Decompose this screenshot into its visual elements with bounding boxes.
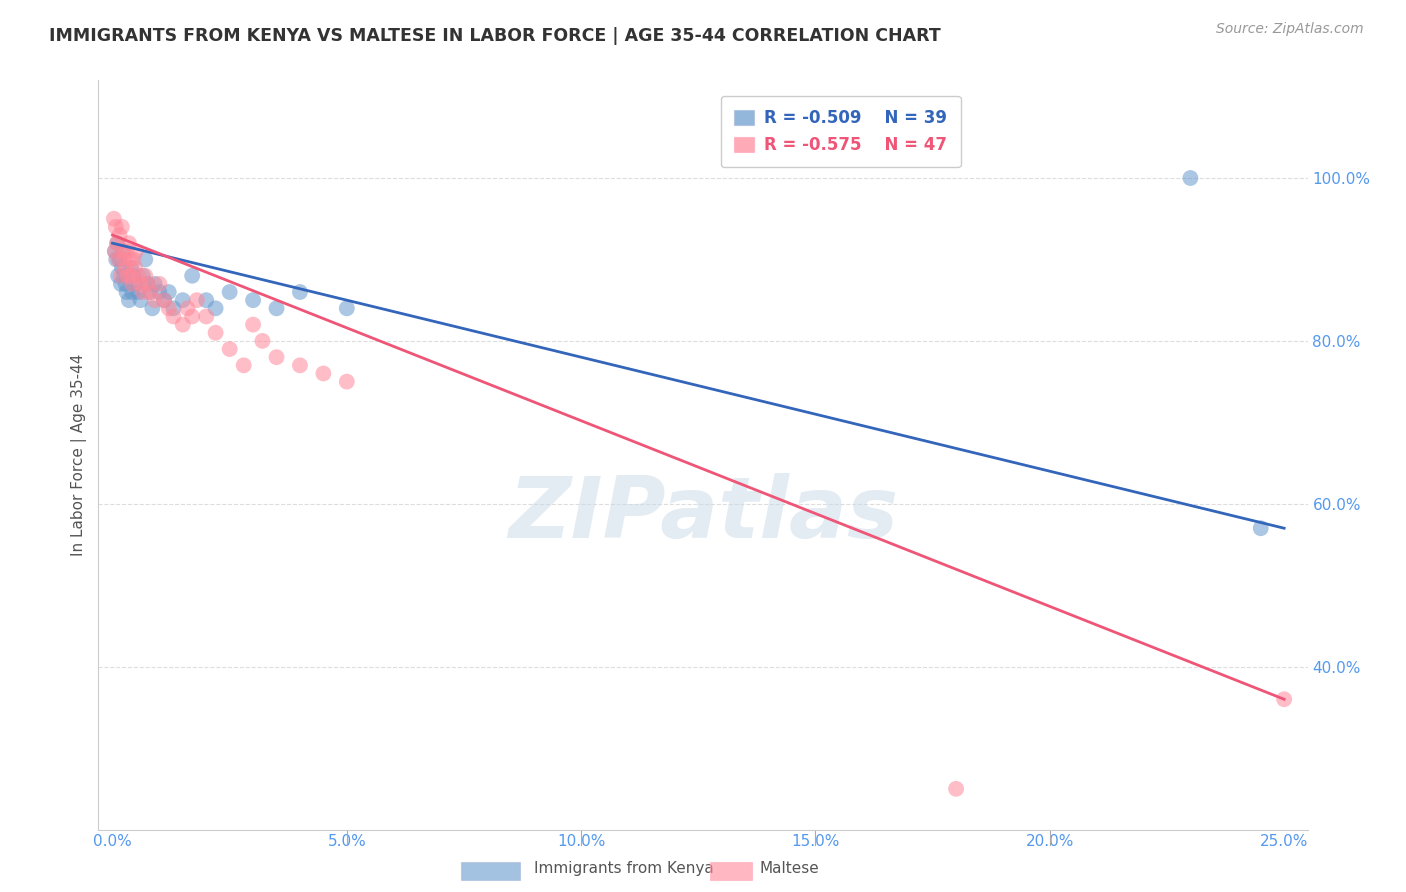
Point (143, 293, 166, 308)
Point (134, 268, 156, 283)
Point (121, 277, 143, 291)
Text: Source: ZipAtlas.com: Source: ZipAtlas.com (1216, 22, 1364, 37)
Point (134, 252, 156, 267)
Point (141, 301, 163, 316)
Point (118, 293, 141, 308)
Point (136, 277, 159, 291)
Point (103, 211, 125, 226)
Point (157, 301, 180, 316)
Point (122, 268, 145, 283)
Point (104, 244, 127, 259)
Legend: R = -0.509    N = 39, R = -0.575    N = 47: R = -0.509 N = 39, R = -0.575 N = 47 (721, 96, 960, 167)
Point (336, 301, 359, 316)
Point (181, 268, 204, 283)
Point (111, 244, 134, 259)
Point (124, 260, 146, 275)
Point (232, 359, 254, 373)
Point (312, 367, 335, 381)
Point (218, 285, 240, 299)
Point (129, 293, 152, 308)
Point (122, 252, 145, 267)
Point (120, 252, 142, 267)
Point (143, 277, 166, 291)
Text: Immigrants from Kenya: Immigrants from Kenya (534, 862, 714, 876)
Point (252, 334, 274, 348)
Point (945, 781, 967, 796)
Point (127, 285, 149, 299)
Point (107, 268, 129, 283)
Point (125, 277, 148, 291)
Point (105, 236, 128, 251)
Point (104, 244, 127, 259)
Point (1272, 692, 1295, 706)
Point (195, 310, 218, 324)
Point (204, 326, 226, 340)
Point (114, 260, 136, 275)
Point (148, 277, 170, 291)
Point (125, 244, 148, 259)
Point (127, 268, 149, 283)
Point (204, 301, 226, 316)
Point (266, 301, 288, 316)
Point (139, 285, 162, 299)
Point (139, 285, 162, 299)
Point (153, 293, 176, 308)
Point (108, 252, 131, 267)
Point (129, 277, 152, 291)
Point (172, 293, 194, 308)
Point (186, 293, 208, 308)
Point (218, 342, 240, 356)
Point (153, 293, 176, 308)
Point (148, 285, 170, 299)
Text: ZIPatlas: ZIPatlas (508, 474, 898, 557)
Point (115, 244, 138, 259)
Text: IMMIGRANTS FROM KENYA VS MALTESE IN LABOR FORCE | AGE 35-44 CORRELATION CHART: IMMIGRANTS FROM KENYA VS MALTESE IN LABO… (49, 27, 941, 45)
Point (107, 252, 129, 267)
Point (111, 219, 134, 234)
Point (110, 268, 132, 283)
Point (1250, 521, 1272, 535)
Point (105, 236, 128, 251)
Point (162, 310, 184, 324)
Y-axis label: In Labor Force | Age 35-44: In Labor Force | Age 35-44 (72, 354, 87, 556)
Point (157, 285, 180, 299)
Point (118, 236, 141, 251)
Point (181, 310, 204, 324)
Point (112, 252, 135, 267)
Point (132, 285, 155, 299)
Point (242, 293, 264, 308)
Point (104, 219, 127, 234)
Point (162, 301, 184, 316)
Point (132, 268, 155, 283)
Point (136, 277, 159, 291)
Point (1180, 171, 1202, 186)
Point (117, 268, 139, 283)
Point (105, 252, 128, 267)
Point (110, 277, 132, 291)
Point (120, 260, 142, 275)
Point (120, 268, 142, 283)
Point (111, 244, 134, 259)
Point (288, 285, 311, 299)
Point (172, 318, 194, 332)
Point (111, 260, 134, 275)
Point (266, 350, 288, 364)
Point (288, 359, 311, 373)
Point (336, 375, 359, 389)
Text: Maltese: Maltese (759, 862, 818, 876)
Point (112, 268, 135, 283)
Point (195, 293, 218, 308)
Point (108, 227, 131, 242)
Point (242, 318, 264, 332)
Point (114, 277, 136, 291)
Point (176, 301, 198, 316)
Point (121, 285, 143, 299)
Point (115, 285, 138, 299)
